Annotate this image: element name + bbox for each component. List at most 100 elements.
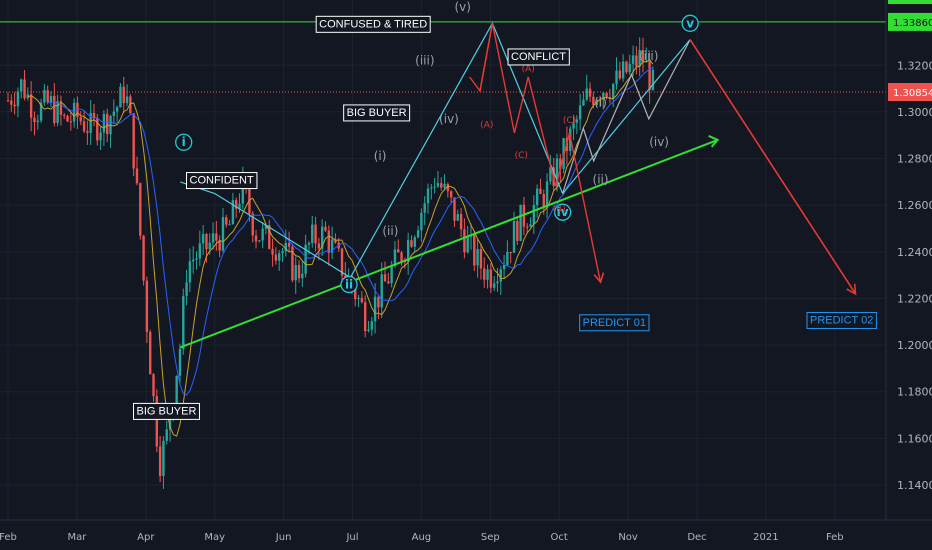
- candle-body: [188, 261, 192, 283]
- x-tick-label: Feb: [826, 532, 844, 543]
- candle-body: [291, 246, 294, 281]
- candle-body: [420, 212, 423, 231]
- wave-label: (C): [515, 151, 528, 161]
- wave-label: (A): [480, 121, 493, 131]
- projection-cyan[interactable]: [180, 21, 691, 279]
- predict-label[interactable]: PREDICT 01: [579, 314, 650, 332]
- candle-body: [631, 55, 635, 64]
- candle-body: [261, 228, 264, 241]
- candle-body: [449, 191, 453, 198]
- annotation-label[interactable]: BIG BUYER: [343, 104, 411, 122]
- projection-red-2[interactable]: [689, 39, 857, 295]
- annotation-text: CONFLICT: [511, 51, 566, 63]
- candle-body: [43, 90, 46, 103]
- x-tick-label: May: [204, 532, 225, 543]
- candle-body: [238, 203, 241, 209]
- candle-body: [456, 214, 459, 221]
- wave-label: (i): [594, 96, 607, 110]
- x-tick-label: Jul: [345, 532, 358, 543]
- candle-body: [509, 252, 512, 254]
- annotation-box: [579, 314, 650, 332]
- resistance-tag-bg: [888, 12, 932, 31]
- moving-average-fast: [27, 59, 654, 437]
- candle-body: [638, 49, 641, 67]
- candle-body: [135, 168, 139, 184]
- predict-label[interactable]: PREDICT 02: [806, 311, 877, 329]
- candle-body: [129, 96, 132, 114]
- wave-label: (C): [563, 116, 576, 126]
- candle-body: [201, 233, 205, 244]
- candle-body: [330, 239, 334, 253]
- candle-body: [489, 269, 493, 288]
- projection-gray[interactable]: [562, 39, 691, 194]
- candle-body: [46, 90, 49, 103]
- candle-body: [387, 281, 390, 284]
- wave-label: (ii): [593, 173, 609, 187]
- candle-body: [476, 249, 479, 266]
- projection-red-1[interactable]: [479, 23, 602, 283]
- candle-body: [72, 102, 76, 122]
- candle-body: [139, 183, 142, 236]
- candle-body: [400, 252, 403, 262]
- y-tick-label: 1.16000: [897, 432, 932, 445]
- candle-body: [59, 101, 63, 115]
- candle-body: [119, 86, 122, 108]
- predict-01-arrowhead: [593, 272, 605, 284]
- top-edge-tag: [888, 0, 932, 4]
- candle-body: [192, 259, 195, 262]
- candle-body: [6, 100, 10, 102]
- annotation-label[interactable]: CONFUSED & TIRED: [315, 15, 431, 33]
- candle-body: [99, 132, 102, 141]
- annotation-label[interactable]: CONFIDENT: [186, 172, 258, 190]
- candle-body: [585, 88, 588, 100]
- candle-body: [182, 295, 185, 349]
- candle-body: [598, 99, 602, 101]
- candle-body: [92, 112, 96, 119]
- candle-body: [390, 266, 393, 284]
- candle-body: [466, 236, 469, 253]
- candle-body: [225, 217, 228, 225]
- candle-body: [535, 188, 539, 206]
- candle-body: [195, 258, 198, 260]
- wave-label: ii: [345, 277, 353, 291]
- candle-body: [297, 265, 301, 279]
- x-tick-label: Apr: [137, 532, 155, 543]
- candle-body: [383, 274, 387, 282]
- candle-body: [440, 183, 443, 188]
- wave-label: (iv): [439, 112, 459, 126]
- candle-body: [208, 242, 211, 250]
- candle-body: [327, 230, 330, 253]
- annotation-text: PREDICT 01: [583, 317, 646, 329]
- annotation-text: CONFUSED & TIRED: [319, 18, 427, 30]
- candle-body: [112, 111, 116, 116]
- wave-label: v: [686, 16, 694, 30]
- candle-body: [63, 114, 66, 116]
- candle-body: [215, 233, 218, 241]
- candle-body: [519, 204, 522, 241]
- candle-body: [86, 131, 89, 133]
- current-tag-text: 1.30854: [893, 88, 932, 99]
- candle-body: [367, 329, 370, 332]
- candle-body: [443, 183, 446, 188]
- candle-body: [251, 213, 254, 236]
- wave-circle: [340, 275, 358, 294]
- trendline-arrowhead: [708, 134, 720, 148]
- candle-body: [373, 296, 377, 322]
- x-tick-label: Mar: [67, 532, 87, 543]
- candle-body: [13, 104, 16, 107]
- x-tick-label: Nov: [618, 532, 638, 543]
- candle-body: [605, 92, 608, 98]
- y-tick-label: 1.32000: [897, 59, 932, 72]
- candle-body: [426, 188, 430, 204]
- candle-body: [410, 240, 413, 247]
- annotation-label[interactable]: CONFLICT: [507, 48, 570, 66]
- candle-body: [311, 224, 314, 243]
- candle-body: [287, 242, 291, 247]
- candle-body: [231, 200, 235, 225]
- predict-02-arrowhead: [846, 283, 857, 296]
- annotation-label[interactable]: BIG BUYER: [133, 402, 200, 420]
- candle-body: [446, 183, 450, 192]
- candle-body: [307, 242, 311, 245]
- trendline[interactable]: [179, 138, 719, 349]
